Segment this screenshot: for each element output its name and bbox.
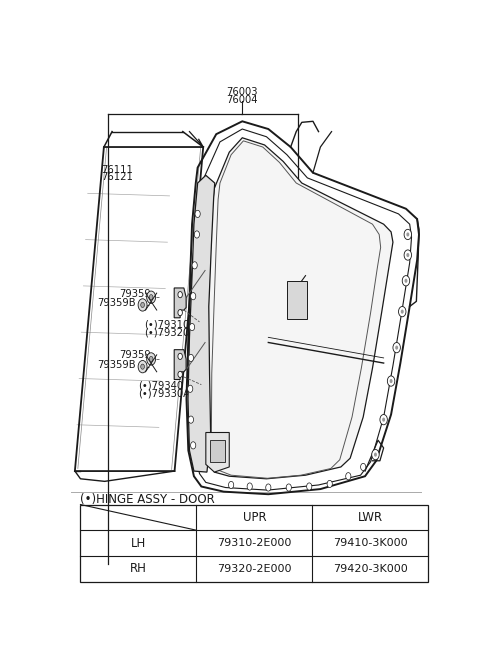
Circle shape	[372, 450, 379, 460]
Polygon shape	[206, 138, 393, 479]
Circle shape	[147, 291, 156, 303]
Circle shape	[228, 482, 234, 488]
Circle shape	[266, 484, 271, 491]
Circle shape	[286, 484, 291, 491]
Polygon shape	[188, 175, 215, 472]
Text: 76111: 76111	[102, 164, 133, 174]
Circle shape	[191, 442, 196, 449]
Circle shape	[149, 356, 153, 361]
Text: 79359B: 79359B	[97, 299, 136, 309]
Circle shape	[141, 303, 144, 307]
Circle shape	[346, 473, 351, 480]
Circle shape	[178, 309, 182, 316]
Text: 79359: 79359	[119, 289, 151, 299]
Bar	[210, 440, 225, 462]
Circle shape	[405, 279, 408, 283]
Circle shape	[402, 276, 410, 286]
Text: (•)79340: (•)79340	[138, 381, 183, 391]
Circle shape	[194, 231, 200, 238]
Circle shape	[387, 376, 395, 386]
Text: LH: LH	[131, 536, 146, 550]
Circle shape	[393, 343, 400, 353]
Bar	[287, 281, 307, 319]
Text: (•)79310C: (•)79310C	[144, 319, 196, 329]
Text: 79359B: 79359B	[97, 359, 136, 369]
Circle shape	[380, 414, 387, 425]
Text: 76004: 76004	[227, 95, 258, 105]
Text: 76121: 76121	[102, 172, 133, 182]
Circle shape	[195, 210, 200, 218]
Circle shape	[407, 253, 409, 257]
Circle shape	[192, 262, 197, 269]
Circle shape	[178, 291, 182, 298]
Circle shape	[374, 452, 377, 457]
Circle shape	[398, 307, 406, 317]
Circle shape	[138, 361, 147, 373]
Circle shape	[307, 483, 312, 490]
Text: 79410-3K000: 79410-3K000	[333, 538, 408, 548]
Polygon shape	[174, 288, 186, 318]
Text: UPR: UPR	[242, 511, 266, 524]
Circle shape	[360, 464, 366, 470]
Circle shape	[407, 232, 409, 236]
Polygon shape	[206, 432, 229, 472]
Circle shape	[149, 295, 153, 300]
Circle shape	[188, 354, 193, 361]
Text: (•)79330A: (•)79330A	[138, 388, 190, 398]
Circle shape	[382, 418, 385, 422]
Circle shape	[188, 416, 193, 424]
Text: RH: RH	[130, 562, 147, 575]
Circle shape	[190, 323, 195, 331]
Circle shape	[390, 379, 393, 383]
Circle shape	[395, 345, 398, 349]
Circle shape	[141, 364, 144, 369]
Text: 79310-2E000: 79310-2E000	[217, 538, 291, 548]
Circle shape	[178, 353, 182, 359]
Circle shape	[404, 250, 411, 260]
Polygon shape	[174, 349, 186, 379]
Circle shape	[178, 371, 182, 377]
Circle shape	[404, 229, 411, 240]
Text: (•)79320B: (•)79320B	[144, 327, 196, 337]
Circle shape	[147, 353, 156, 365]
Circle shape	[188, 385, 193, 392]
Text: LWR: LWR	[358, 511, 383, 524]
Circle shape	[401, 309, 404, 314]
Circle shape	[247, 483, 252, 490]
Text: 79420-3K000: 79420-3K000	[333, 564, 408, 574]
Text: 79359: 79359	[119, 350, 151, 360]
Circle shape	[327, 480, 332, 488]
Circle shape	[191, 293, 196, 300]
Bar	[81, 504, 428, 582]
Text: 79320-2E000: 79320-2E000	[217, 564, 292, 574]
Text: (•)HINGE ASSY - DOOR: (•)HINGE ASSY - DOOR	[81, 493, 215, 506]
Circle shape	[138, 299, 147, 311]
Text: 76003: 76003	[227, 87, 258, 97]
